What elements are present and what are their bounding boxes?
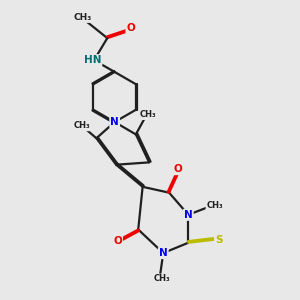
Text: CH₃: CH₃: [73, 13, 92, 22]
Text: N: N: [159, 248, 168, 258]
Text: O: O: [127, 23, 135, 33]
Text: CH₃: CH₃: [206, 201, 223, 210]
Text: O: O: [113, 236, 122, 246]
Text: CH₃: CH₃: [154, 274, 170, 284]
Text: CH₃: CH₃: [139, 110, 156, 119]
Text: CH₃: CH₃: [74, 122, 90, 130]
Text: S: S: [215, 235, 223, 245]
Text: HN: HN: [84, 55, 101, 65]
Text: N: N: [184, 210, 193, 220]
Text: O: O: [174, 164, 182, 174]
Text: N: N: [110, 117, 119, 127]
